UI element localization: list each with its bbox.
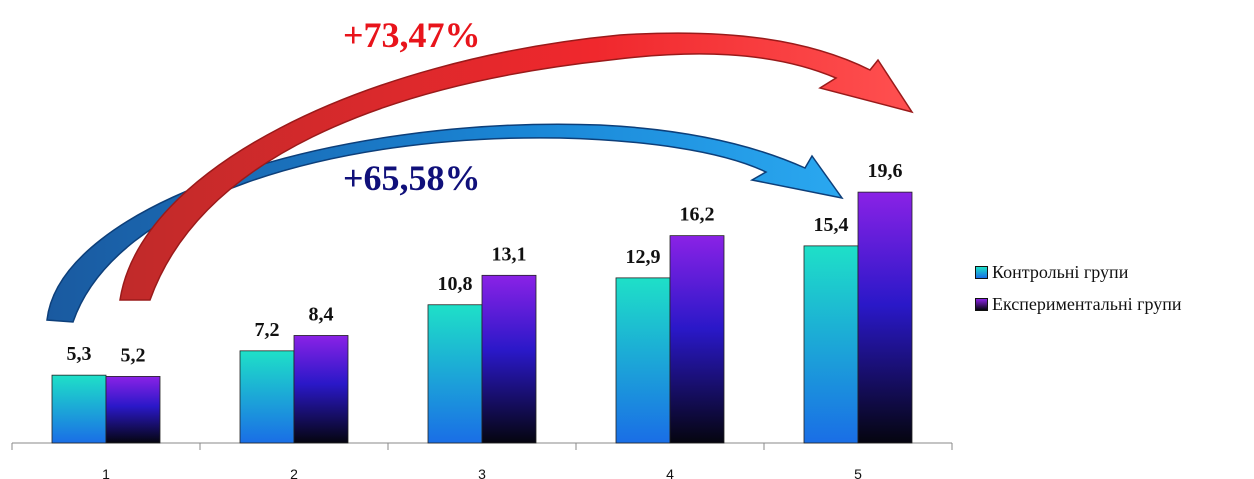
value-label-control: 7,2	[255, 319, 280, 341]
bar-experimental	[669, 235, 725, 444]
legend-swatch-control	[975, 265, 988, 279]
value-label-experimental: 8,4	[309, 303, 334, 325]
x-axis	[11, 442, 953, 450]
bar-control	[427, 304, 483, 444]
legend-swatch-experimental	[975, 297, 988, 311]
legend-item-control: Контрольні групи	[975, 256, 1182, 288]
x-tick-label: 3	[478, 466, 486, 479]
bar-control	[803, 245, 859, 444]
x-tick-label: 4	[666, 466, 674, 479]
x-tick-label: 2	[290, 466, 298, 479]
value-label-experimental: 13,1	[492, 243, 527, 265]
value-label-experimental: 19,6	[868, 160, 903, 182]
value-label-experimental: 16,2	[680, 204, 715, 226]
red-percent-label: +73,47%	[343, 15, 481, 55]
bar-value-labels: 5,3 5,2 7,2 8,4 10,8 13,1 12,9 16,2 15,4 19,6	[67, 160, 903, 366]
x-tick-label: 1	[102, 466, 110, 479]
legend: Контрольні групи Експериментальні групи	[975, 256, 1182, 320]
bar-control	[615, 277, 671, 444]
bar-experimental	[481, 274, 537, 444]
bar-experimental	[293, 335, 349, 444]
red-growth-arrow	[119, 32, 914, 301]
legend-label-experimental: Експериментальні групи	[992, 293, 1182, 314]
bar-control	[51, 374, 107, 444]
bars	[51, 191, 913, 444]
value-label-control: 5,3	[67, 343, 92, 365]
bar-control	[239, 350, 295, 444]
legend-item-experimental: Експериментальні групи	[975, 288, 1182, 320]
value-label-control: 15,4	[814, 214, 849, 236]
growth-arrows	[46, 32, 914, 323]
x-tick-label: 5	[854, 466, 862, 479]
x-tick-labels: 1 2 3 4 5	[102, 466, 862, 479]
legend-label-control: Контрольні групи	[992, 261, 1129, 282]
bar-experimental	[105, 376, 161, 444]
bar-experimental	[857, 191, 913, 444]
value-label-experimental: 5,2	[121, 344, 146, 366]
blue-percent-label: +65,58%	[343, 158, 481, 198]
value-label-control: 10,8	[438, 273, 473, 295]
value-label-control: 12,9	[626, 246, 661, 268]
